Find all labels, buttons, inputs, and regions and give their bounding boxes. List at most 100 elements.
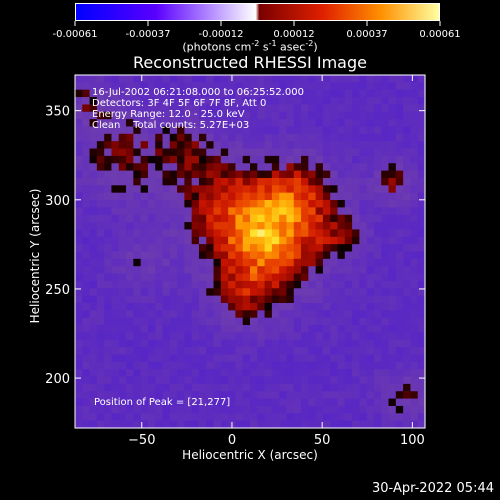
heatmap-cell	[213, 133, 222, 142]
heatmap-cell	[250, 258, 258, 267]
heatmap-cell	[198, 317, 207, 326]
heatmap-cell	[177, 288, 185, 297]
heatmap-cell	[133, 332, 142, 341]
heatmap-cell	[308, 170, 317, 179]
heatmap-cell	[359, 420, 368, 429]
heatmap-cell	[322, 398, 331, 407]
heatmap-cell	[301, 163, 309, 172]
heatmap-cell	[198, 302, 207, 311]
heatmap-cell	[257, 236, 266, 245]
heatmap-cell	[147, 155, 156, 164]
heatmap-cell	[104, 251, 113, 260]
heatmap-cell	[286, 413, 295, 422]
heatmap-cell	[293, 229, 302, 238]
heatmap-cell	[315, 420, 324, 429]
heatmap-cell	[257, 89, 266, 98]
heatmap-cell	[308, 288, 317, 297]
heatmap-cell	[250, 75, 258, 83]
heatmap-cell	[344, 391, 353, 400]
heatmap-cell	[257, 398, 266, 407]
heatmap-cell	[308, 391, 317, 400]
heatmap-cell	[242, 251, 251, 260]
heatmap-cell	[322, 82, 331, 91]
heatmap-cell	[359, 244, 368, 253]
heatmap-cell	[286, 288, 295, 297]
heatmap-cell	[301, 302, 309, 311]
heatmap-cell	[352, 222, 360, 231]
heatmap-cell	[410, 354, 419, 363]
heatmap-cell	[271, 369, 280, 378]
heatmap-cell	[373, 302, 382, 311]
heatmap-cell	[366, 332, 375, 341]
heatmap-cell	[410, 398, 419, 407]
heatmap-cell	[155, 97, 164, 106]
heatmap-cell	[235, 405, 244, 414]
heatmap-cell	[242, 222, 251, 231]
heatmap-cell	[155, 302, 164, 311]
heatmap-cell	[82, 229, 91, 238]
heatmap-cell	[286, 302, 295, 311]
heatmap-cell	[198, 398, 207, 407]
heatmap-cell	[322, 273, 331, 282]
heatmap-cell	[111, 192, 120, 201]
heatmap-cell	[213, 141, 222, 150]
heatmap-cell	[388, 332, 397, 341]
heatmap-cell	[279, 126, 288, 135]
heatmap-cell	[126, 258, 134, 267]
heatmap-cell	[308, 354, 317, 363]
heatmap-cell	[155, 119, 164, 128]
heatmap-cell	[264, 236, 273, 245]
heatmap-cell	[352, 251, 360, 260]
heatmap-cell	[169, 155, 178, 164]
heatmap-cell	[198, 155, 207, 164]
heatmap-cell	[184, 302, 193, 311]
heatmap-cell	[322, 251, 331, 260]
heatmap-cell	[293, 104, 302, 113]
heatmap-cell	[257, 354, 266, 363]
heatmap-cell	[220, 420, 229, 429]
heatmap-cell	[220, 376, 229, 385]
heatmap-cell	[118, 200, 127, 208]
heatmap-cell	[198, 280, 207, 289]
heatmap-cell	[104, 222, 113, 231]
heatmap-cell	[213, 383, 222, 392]
heatmap-cell	[220, 258, 229, 267]
heatmap-cell	[359, 229, 368, 238]
heatmap-cell	[184, 177, 193, 186]
heatmap-cell	[213, 258, 222, 267]
heatmap-cell	[308, 89, 317, 98]
heatmap-cell	[242, 383, 251, 392]
heatmap-cell	[308, 133, 317, 142]
heatmap-cell	[250, 251, 258, 260]
heatmap-cell	[359, 192, 368, 201]
heatmap-cell	[395, 185, 404, 194]
heatmap-cell	[177, 332, 185, 341]
heatmap-cell	[213, 148, 222, 157]
heatmap-cell	[381, 295, 390, 304]
heatmap-cell	[330, 317, 339, 326]
heatmap-cell	[395, 288, 404, 297]
heatmap-cell	[417, 126, 426, 135]
heatmap-cell	[315, 361, 324, 370]
heatmap-cell	[271, 391, 280, 400]
heatmap-cell	[242, 89, 251, 98]
heatmap-cell	[89, 82, 98, 91]
heatmap-cell	[126, 369, 134, 378]
heatmap-cell	[293, 170, 302, 179]
heatmap-cell	[155, 229, 164, 238]
heatmap-cell	[89, 75, 98, 83]
heatmap-cell	[104, 273, 113, 282]
heatmap-cell	[264, 295, 273, 304]
heatmap-cell	[279, 111, 288, 120]
heatmap-cell	[82, 82, 91, 91]
heatmap-cell	[191, 325, 200, 333]
heatmap-cell	[395, 332, 404, 341]
heatmap-cell	[322, 89, 331, 98]
heatmap-cell	[147, 97, 156, 106]
heatmap-cell	[75, 413, 83, 422]
heatmap-cell	[301, 413, 309, 422]
heatmap-cell	[242, 185, 251, 194]
heatmap-cell	[344, 89, 353, 98]
heatmap-cell	[104, 229, 113, 238]
heatmap-cell	[126, 82, 134, 91]
